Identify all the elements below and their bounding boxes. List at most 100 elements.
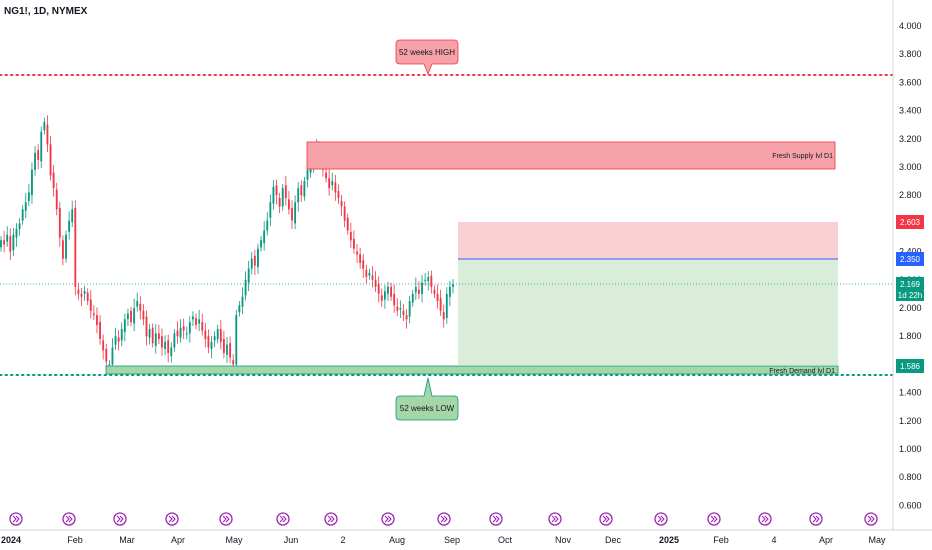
event-marker-icon[interactable]: [809, 512, 823, 526]
time-tick-label: Aug: [389, 535, 405, 545]
candle: [216, 324, 219, 344]
candle: [219, 319, 222, 350]
time-tick-label: Dec: [605, 535, 622, 545]
candle: [374, 271, 377, 292]
candle: [127, 308, 129, 326]
candle: [436, 284, 439, 309]
time-tick-label: Mar: [119, 535, 135, 545]
event-marker-icon[interactable]: [381, 512, 395, 526]
candle: [179, 319, 182, 343]
candle: [182, 318, 185, 339]
price-tick-label: 3.000: [899, 162, 922, 172]
event-marker-icon[interactable]: [548, 512, 562, 526]
candle: [250, 251, 253, 275]
time-tick-label: Sep: [444, 535, 460, 545]
price-tick-label: 2.800: [899, 190, 922, 200]
supply-zone[interactable]: Fresh Supply lvl D1: [306, 141, 836, 170]
price-tick-label: 1.800: [899, 331, 922, 341]
candle: [114, 327, 117, 350]
time-tick-label: 2: [340, 535, 345, 545]
candle: [96, 307, 98, 334]
candle: [89, 290, 92, 319]
time-tick-label: 2024: [1, 535, 21, 545]
candle: [275, 179, 278, 205]
event-marker-icon[interactable]: [276, 512, 290, 526]
event-marker-icon[interactable]: [707, 512, 721, 526]
candle: [55, 182, 58, 216]
candle: [139, 296, 142, 320]
event-marker-icon[interactable]: [219, 512, 233, 526]
candle: [383, 285, 386, 309]
candle: [185, 326, 188, 340]
candle: [154, 324, 157, 354]
event-marker-icon[interactable]: [489, 512, 503, 526]
candle: [253, 249, 256, 275]
price-tick-label: 3.800: [899, 49, 922, 59]
candle: [142, 304, 145, 326]
high-52w-callout[interactable]: 52 weeks HIGH: [395, 39, 459, 76]
candle: [9, 228, 12, 261]
demand-zone-label: Fresh Demand lvl D1: [769, 368, 835, 375]
candle: [86, 288, 89, 306]
price-tag-entry: 2.350: [896, 252, 924, 266]
candle: [281, 183, 284, 211]
supply-zone-box: [306, 141, 836, 170]
event-marker-icon[interactable]: [62, 512, 76, 526]
candle: [136, 292, 139, 312]
candle: [92, 305, 95, 321]
candle: [201, 313, 204, 336]
candle: [130, 306, 132, 327]
candle: [241, 287, 244, 315]
candle: [157, 324, 160, 345]
economic-events[interactable]: [9, 512, 878, 526]
demand-zone[interactable]: Fresh Demand lvl D1: [105, 365, 839, 375]
time-tick-label: Oct: [498, 535, 513, 545]
price-tick-label: 3.200: [899, 134, 922, 144]
candle: [291, 200, 293, 229]
candle: [448, 280, 451, 306]
candle: [235, 310, 238, 372]
time-axis[interactable]: 2024 Feb Mar Apr May Jun 2 Aug Sep Oct Nov Dec 2025 F…: [1, 535, 886, 545]
candle: [27, 183, 30, 206]
candle: [120, 322, 123, 347]
candle: [6, 226, 9, 247]
candle: [294, 195, 297, 230]
event-marker-icon[interactable]: [437, 512, 451, 526]
event-marker-icon[interactable]: [654, 512, 668, 526]
event-marker-icon[interactable]: [599, 512, 613, 526]
event-marker-icon[interactable]: [9, 512, 23, 526]
candle: [102, 334, 105, 360]
candle: [390, 282, 393, 301]
event-marker-icon[interactable]: [324, 512, 338, 526]
candle: [83, 286, 86, 301]
candle: [411, 289, 414, 307]
candle: [260, 236, 262, 252]
candle: [61, 235, 64, 266]
price-tick-label: 3.400: [899, 106, 922, 116]
candle: [359, 247, 362, 269]
long-position-tool[interactable]: [458, 222, 838, 365]
price-tick-label: 0.600: [899, 500, 922, 510]
candle: [325, 168, 327, 183]
candle: [380, 288, 383, 307]
candle: [68, 211, 71, 240]
event-marker-icon[interactable]: [864, 512, 878, 526]
price-tag-countdown: 1d 22h: [898, 291, 922, 300]
candle: [52, 165, 55, 197]
low-52w-callout[interactable]: 52 weeks LOW: [395, 377, 459, 421]
candle: [43, 117, 46, 135]
event-marker-icon[interactable]: [758, 512, 772, 526]
candle: [46, 115, 49, 153]
symbol-title[interactable]: NG1!, 1D, NYMEX: [4, 6, 88, 17]
price-tick-label: 1.400: [899, 388, 922, 398]
candle: [349, 222, 352, 248]
candle: [21, 205, 24, 225]
candle: [445, 287, 448, 324]
candle: [222, 330, 225, 359]
event-marker-icon[interactable]: [113, 512, 127, 526]
candle: [337, 184, 340, 204]
candle: [452, 279, 454, 294]
event-marker-icon[interactable]: [165, 512, 179, 526]
time-tick-label: Apr: [171, 535, 185, 545]
